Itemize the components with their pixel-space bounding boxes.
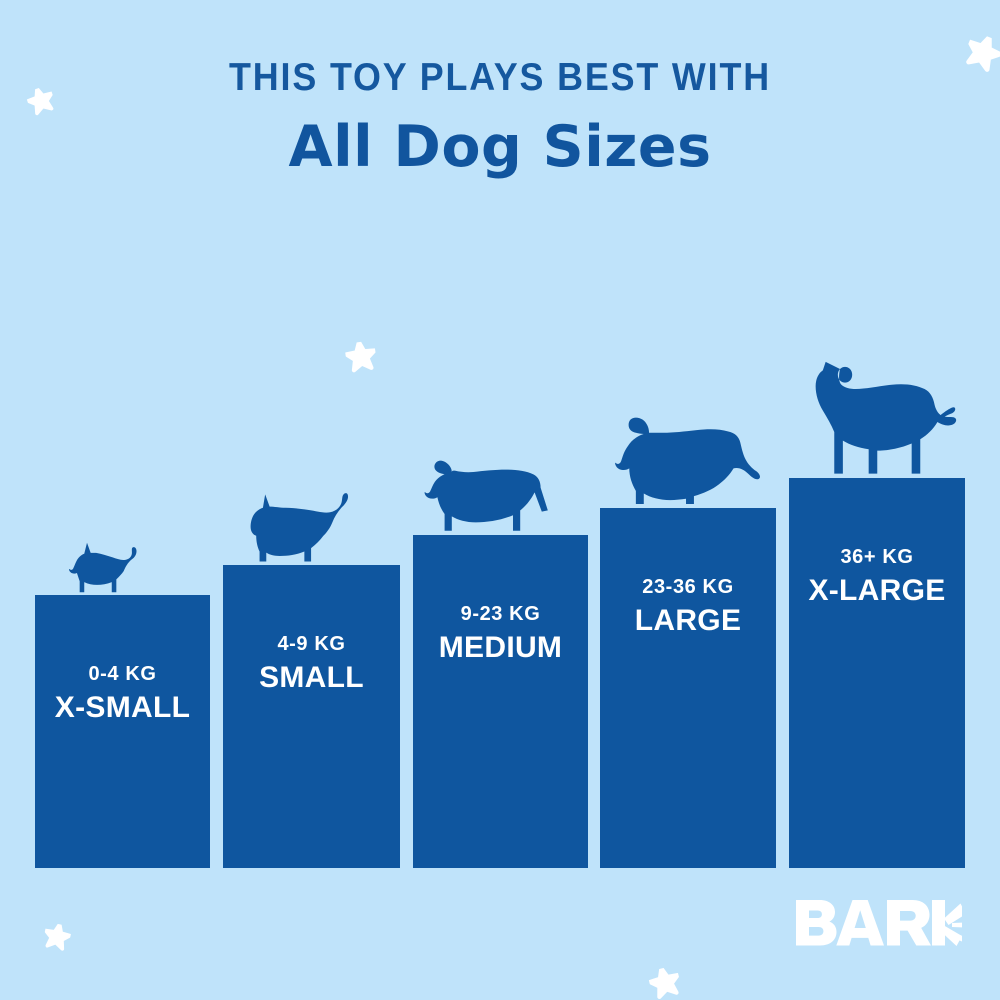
star-bottom-left-icon <box>42 922 73 953</box>
star-top-right-icon <box>961 31 1000 75</box>
bar-x-large <box>789 478 965 868</box>
bar-group-small: 4-9 KG SMALL <box>223 493 400 868</box>
bar-group-x-small: 0-4 KG X-SMALL <box>35 542 210 868</box>
star-center-icon <box>344 340 378 374</box>
golden-retriever-silhouette <box>612 409 764 508</box>
labrador-silhouette <box>423 454 555 535</box>
kicker-text: THIS TOY PLAYS BEST WITH <box>229 56 771 99</box>
page-title: All Dog Sizes <box>288 114 712 180</box>
heading-block: THIS TOY PLAYS BEST WITH All Dog Sizes <box>0 56 1000 180</box>
bar-small <box>223 565 400 868</box>
star-bottom-mid-icon <box>647 965 683 1000</box>
bar-x-small <box>35 595 210 868</box>
star-top-left-icon <box>25 85 58 118</box>
bar-group-x-large: 36+ KG X-LARGE <box>789 361 965 868</box>
bar-medium <box>413 535 588 868</box>
bar-large <box>600 508 776 868</box>
bark-logo <box>792 896 962 954</box>
chihuahua-silhouette <box>63 540 155 595</box>
great-dane-silhouette <box>797 356 969 478</box>
bar-group-large: 23-36 KG LARGE <box>600 417 776 868</box>
scottish-terrier-silhouette <box>245 492 357 565</box>
bar-group-medium: 9-23 KG MEDIUM <box>413 460 588 868</box>
